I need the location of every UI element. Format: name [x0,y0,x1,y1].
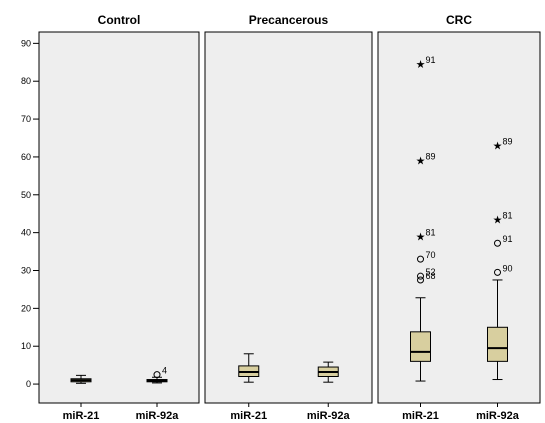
category-label: miR-92a [307,410,351,422]
outlier-label: 89 [503,137,513,147]
category-label: miR-21 [402,410,439,422]
box-mir-21: miR-21 [230,353,267,422]
y-axis: 0 10 20 30 40 50 60 70 80 90 [21,38,39,389]
category-label: miR-21 [230,410,267,422]
outlier-star: ★ [416,155,426,168]
outlier-label: 70 [426,250,436,260]
box [410,331,431,362]
outlier-circle [417,272,424,280]
outlier-label: 52 [426,267,436,277]
category-label: miR-92a [136,410,180,422]
outlier-label: 68 [426,271,436,281]
y-tick-label: 70 [21,114,31,124]
outlier-label: 81 [426,227,436,237]
outlier-star: ★ [416,58,426,71]
panel-frame [377,31,541,404]
outlier-star: ★ [416,230,426,243]
outlier-label: 91 [503,234,513,244]
y-tick-label: 30 [21,266,31,276]
outlier-label: 90 [503,263,513,273]
y-tick-label: 20 [21,303,31,313]
y-tick-label: 40 [21,228,31,238]
y-tick-label: 90 [21,38,31,48]
outlier-circle [417,276,424,284]
outlier-label: 4 [162,366,167,376]
panel-control: Control miR-21 miR-92a 4 [38,13,200,422]
panel-title: Precancerous [249,13,329,27]
outlier-circle [494,268,501,276]
y-tick-label: 80 [21,76,31,86]
outlier-label: 81 [503,210,513,220]
outlier-label: 89 [426,152,436,162]
box-mir-21: miR-21 [63,374,100,422]
y-tick-label: 60 [21,152,31,162]
category-label: miR-92a [476,410,520,422]
panel-frame [204,31,373,404]
panel-precancerous: Precancerous miR-21 miR-92a [204,13,373,422]
category-label: miR-21 [63,410,100,422]
outlier-label: 91 [426,55,436,65]
panel-frame [38,31,200,404]
box-mir-92a: miR-92a 4 [136,366,180,422]
outlier-circle [153,371,161,379]
outlier-circle [494,239,501,247]
outlier-star: ★ [493,213,503,226]
panel-title: Control [98,13,141,27]
box-mir-92a: miR-92a [307,361,351,422]
y-tick-label: 50 [21,190,31,200]
y-tick-label: 0 [26,379,31,389]
panels: Control miR-21 miR-92a 4 Precancerous miR-21 m… [38,13,541,422]
y-tick-label: 10 [21,341,31,351]
box [487,326,508,362]
panel-title: CRC [446,13,472,27]
outlier-star: ★ [493,140,503,153]
outlier-circle [417,255,424,263]
